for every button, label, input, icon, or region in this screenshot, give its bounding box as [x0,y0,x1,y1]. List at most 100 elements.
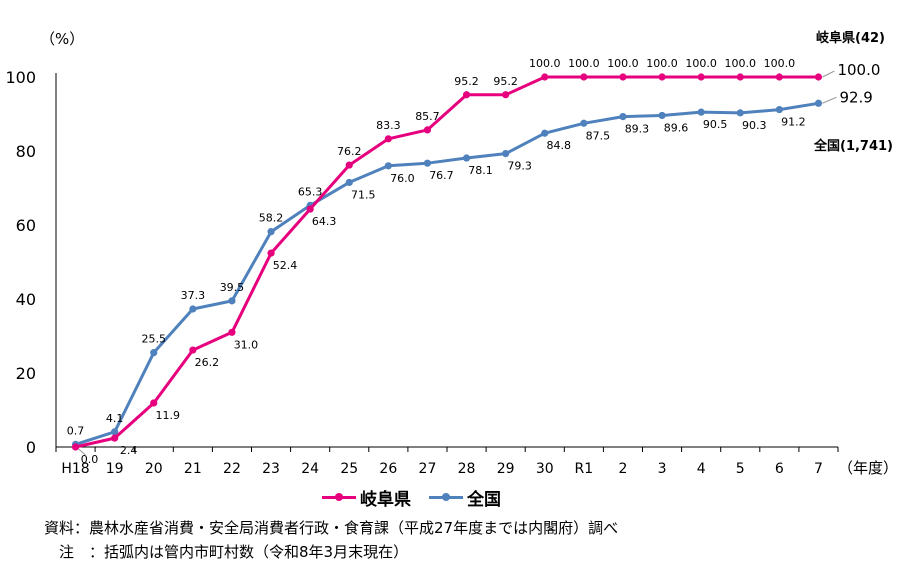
gifu-data-label: 31.0 [234,338,259,351]
gifu-first-leader-line [78,448,86,456]
x-tick-label: 28 [458,461,476,477]
gifu-data-label: 76.2 [337,145,362,158]
gifu-data-label: 100.0 [529,57,561,70]
y-tick-label: 80 [16,142,36,161]
national-data-point [150,349,158,357]
gifu-data-point [228,328,236,336]
gifu-data-label: 11.9 [156,409,181,422]
gifu-data-point [736,73,744,81]
gifu-data-point [580,73,588,81]
legend: 岐阜県 全国 [322,485,519,510]
y-tick-label: 40 [16,290,36,309]
x-unit-label: （年度） [838,459,898,477]
national-data-point [814,99,823,107]
data-labels: 0.0 2.4 11.9 26.2 31.0 52.4 64.3 76.2 83.3 85.7 95… [67,57,881,466]
gifu-data-label: 83.3 [376,119,401,132]
national-data-point [111,428,119,436]
gifu-data-label: 95.2 [493,75,518,88]
notes: 資料：農林水産省消費・安全局消費者行政・食育課（平成27年度までは内閣府）調べ … [44,516,618,564]
gifu-leader-line [822,70,835,78]
x-tick-label: 4 [697,461,706,477]
national-series-line [75,101,819,446]
gifu-data-label: 100.0 [685,57,717,70]
gifu-data-label: 2.4 [120,444,138,457]
national-data-label: 25.5 [142,333,167,346]
gifu-data-point [71,443,80,451]
national-data-label: 78.1 [468,164,493,177]
national-data-point [619,112,627,121]
national-data-label: 71.5 [351,188,376,201]
x-tick-label: 20 [145,461,163,477]
legend-item-national: 全国 [429,485,501,510]
gifu-data-point [111,434,119,442]
legend-label-gifu: 岐阜県 [360,489,411,510]
gifu-end-label: 岐阜県(42) [816,30,885,46]
footnote: 注 ：括弧内は管内市町村数（令和8年3月末現在） [44,543,409,561]
x-tick-label: 2 [618,461,627,477]
national-data-point [189,305,197,313]
national-data-point [736,109,744,117]
gifu-data-label: 64.3 [312,215,337,228]
gifu-data-label: 26.2 [195,356,220,369]
y-tick-label: 60 [16,216,36,235]
y-unit-label: （%） [40,30,84,48]
national-data-label: 76.0 [390,172,415,185]
gifu-data-label: 100.0 [764,57,796,70]
y-tick-label: 20 [16,364,36,383]
y-axis: 0 20 40 60 80 100 [5,68,57,457]
national-data-point [775,105,783,114]
gifu-data-label: 100.0 [607,57,639,70]
gifu-data-point [150,399,158,407]
x-tick-label: 25 [340,461,358,477]
gifu-data-point [423,126,432,134]
gifu-data-point [619,73,627,81]
gifu-data-point [502,91,510,99]
y-tick-label: 0 [26,438,36,457]
x-tick-label: 19 [106,461,124,477]
national-data-label: 58.2 [259,212,284,225]
gifu-data-point [267,249,275,257]
y-tick-label: 100 [5,68,36,87]
gifu-data-point [658,73,666,81]
x-tick-label: 3 [658,461,667,477]
national-data-point [267,228,275,236]
legend-swatch-gifu [322,490,356,504]
gifu-data-label: 100.0 [646,57,678,70]
x-tick-label: 30 [536,461,554,477]
gifu-data-label: 100.0 [568,57,600,70]
national-data-label: 0.7 [67,424,85,437]
national-data-point [658,111,666,120]
gifu-data-point [345,161,353,169]
x-tick-label: R1 [575,461,594,477]
x-tick-label: 7 [814,461,823,477]
national-data-point [384,162,392,170]
gifu-data-point [306,205,314,213]
x-tick-label: 29 [497,461,515,477]
national-data-point [423,159,432,167]
national-data-point [228,297,236,305]
national-data-label: 76.7 [429,169,454,182]
national-data-point [541,129,549,137]
national-data-point [502,149,510,158]
national-data-label: 89.6 [664,121,689,134]
national-data-point [580,119,588,127]
gifu-data-point [384,135,392,143]
gifu-data-label: 52.4 [273,259,298,272]
national-data-label: 91.2 [781,116,806,129]
gifu-data-label: 95.2 [454,75,479,88]
x-tick-label: 22 [223,461,241,477]
gifu-data-point [462,91,471,99]
series-layer [71,73,823,451]
gifu-data-point [541,73,549,81]
gifu-final-label: 100.0 [837,61,880,79]
gifu-data-label: 0.0 [81,453,99,466]
national-final-label: 92.9 [839,88,872,106]
x-tick-label: 26 [379,461,397,477]
national-data-label: 90.3 [742,119,767,132]
national-data-label: 79.3 [507,160,532,173]
national-data-point [462,154,471,162]
legend-swatch-national [429,490,463,504]
national-data-label: 89.3 [625,123,650,136]
national-leader-line [822,96,837,104]
legend-item-gifu: 岐阜県 [322,485,411,510]
